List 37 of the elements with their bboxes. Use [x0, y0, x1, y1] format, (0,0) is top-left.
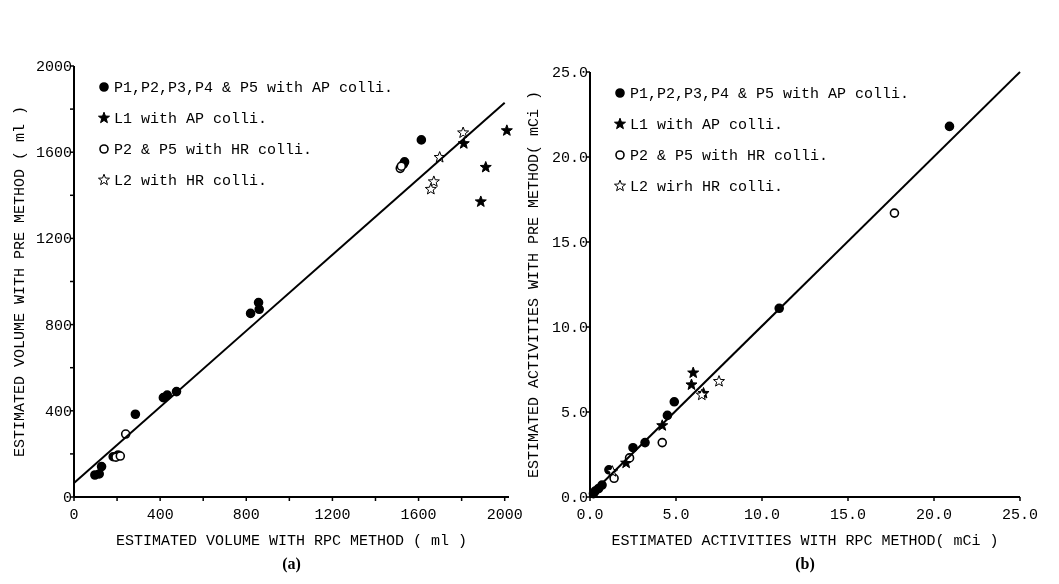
y-tick-label: 800 — [44, 317, 72, 335]
legend-label: P2 & P5 with HR colli. — [114, 142, 313, 159]
x-tick-label: 5.0 — [662, 507, 690, 524]
y-axis-title: ESTIMATED ACTIVITIES WITH PRE METHOD( mCi ) — [526, 90, 543, 479]
y-tick-label: 2000 — [35, 59, 72, 76]
x-tick-label: 800 — [232, 507, 260, 524]
y-tick-label: 0.0 — [560, 490, 588, 507]
y-tick-label: 10.0 — [551, 320, 588, 337]
x-tick-label: 25.0 — [1001, 507, 1039, 524]
y-tick-label: 25.0 — [551, 65, 588, 82]
x-tick-label: 15.0 — [829, 507, 867, 524]
y-tick-label: 1200 — [35, 231, 72, 249]
legend-label: L2 wirh HR colli. — [630, 179, 784, 196]
text: (a) — [282, 555, 301, 573]
legend-label: P2 & P5 with HR colli. — [630, 148, 829, 165]
legend-label: P1,P2,P3,P4 & P5 with AP colli. — [114, 80, 394, 97]
x-tick-label: 10.0 — [743, 507, 781, 524]
x-tick-label: 0.0 — [576, 507, 604, 524]
legend-label: L1 with AP colli. — [114, 111, 268, 128]
x-tick-label: 20.0 — [915, 507, 953, 524]
y-tick-label: 5.0 — [560, 405, 588, 422]
y-tick-label: 15.0 — [551, 235, 588, 252]
x-tick-label: 1200 — [314, 507, 351, 524]
y-tick-label: 0 — [62, 490, 72, 507]
text: (b) — [795, 555, 815, 573]
x-tick-label: 1600 — [400, 507, 437, 524]
y-tick-label: 20.0 — [551, 150, 588, 167]
y-tick-label: 1600 — [35, 145, 72, 163]
x-tick-label: 400 — [146, 507, 174, 524]
y-axis-title: ESTIMATED VOLUME WITH PRE METHOD ( ml ) — [12, 105, 29, 458]
x-tick-label: 2000 — [486, 507, 523, 524]
x-axis-title: ESTIMATED VOLUME WITH RPC METHOD ( ml ) — [115, 533, 468, 550]
legend-label: P1,P2,P3,P4 & P5 with AP colli. — [630, 86, 910, 103]
x-axis-title: ESTIMATED ACTIVITIES WITH RPC METHOD( mCi ) — [611, 533, 999, 550]
legend-label: L1 with AP colli. — [630, 117, 784, 134]
y-tick-label: 400 — [44, 403, 72, 421]
legend-label: L2 with HR colli. — [114, 173, 268, 190]
